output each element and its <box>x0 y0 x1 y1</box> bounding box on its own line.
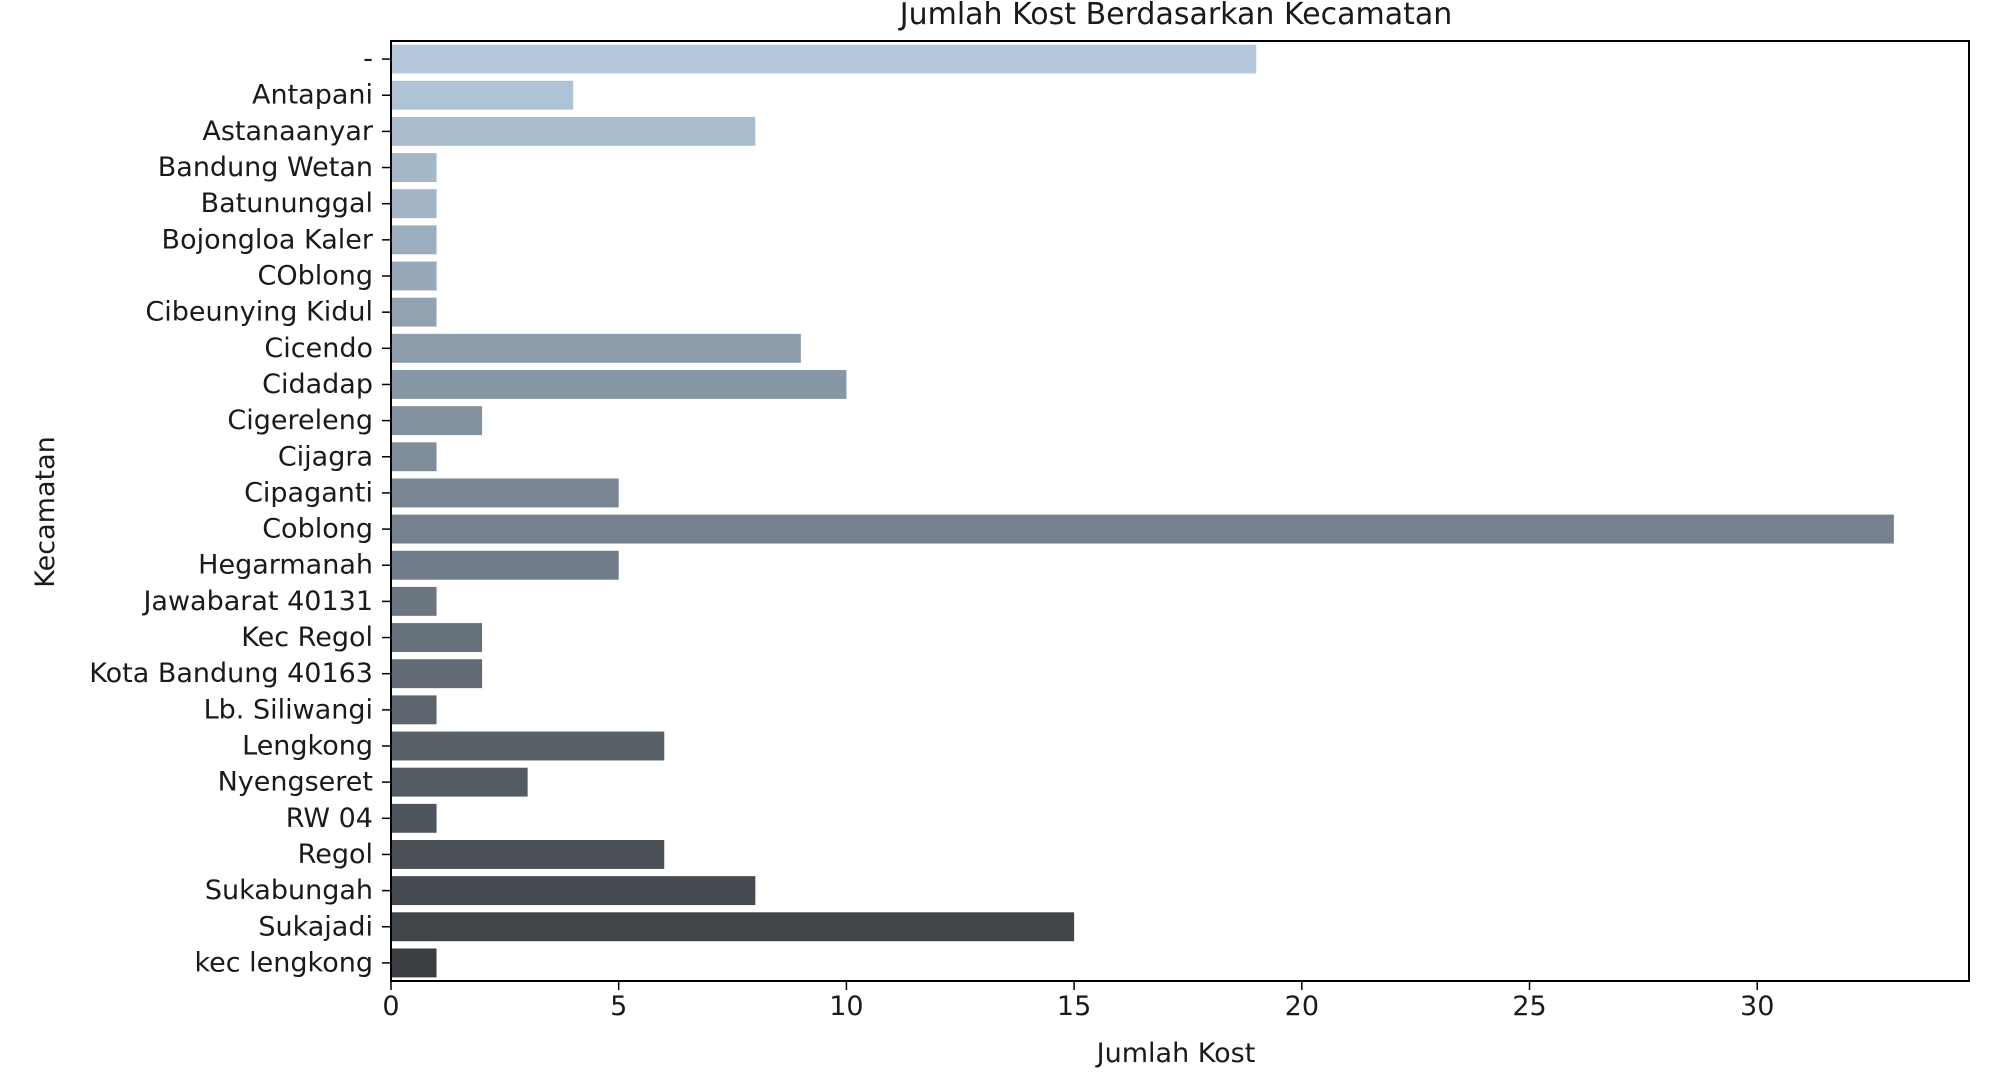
y-tick-label: Batununggal <box>201 188 373 219</box>
bar <box>391 586 437 616</box>
chart-title: Jumlah Kost Berdasarkan Kecamatan <box>898 0 1453 32</box>
y-tick-label: Nyengseret <box>218 767 373 798</box>
x-tick-label: 30 <box>1740 991 1774 1022</box>
y-tick-label: Bandung Wetan <box>158 152 373 183</box>
x-tick-label: 10 <box>829 991 863 1022</box>
bar <box>391 80 574 110</box>
bar <box>391 695 437 725</box>
x-tick-label: 20 <box>1285 991 1319 1022</box>
x-tick-label: 15 <box>1057 991 1091 1022</box>
y-tick-label: Hegarmanah <box>198 550 373 581</box>
y-tick-label: Kota Bandung 40163 <box>89 658 373 689</box>
bar <box>391 948 437 978</box>
y-tick-label: Cidadap <box>262 369 373 400</box>
y-tick-label: Sukabungah <box>205 875 373 906</box>
y-tick-label: Cibeunying Kidul <box>145 297 373 328</box>
bar <box>391 803 437 833</box>
y-tick-label: kec lengkong <box>194 947 373 978</box>
y-tick-label: Bojongloa Kaler <box>162 224 374 255</box>
bar <box>391 478 619 508</box>
bar <box>391 116 756 146</box>
ticks-layer: - Antapani Astanaanyar Bandung Wetan Batunun… <box>89 44 1774 1022</box>
bar <box>391 731 665 761</box>
y-tick-label: Sukajadi <box>258 911 373 942</box>
y-tick-label: Antapani <box>252 80 373 111</box>
y-tick-label: Lengkong <box>242 731 373 762</box>
bar <box>391 225 437 255</box>
bar <box>391 189 437 219</box>
bar <box>391 44 1257 74</box>
y-tick-label: Coblong <box>262 514 373 545</box>
y-axis-label: Kecamatan <box>30 436 61 587</box>
y-tick-label: RW 04 <box>286 803 373 834</box>
bars-layer <box>391 44 1894 978</box>
bar <box>391 659 483 689</box>
y-tick-label: Jawabarat 40131 <box>141 586 373 617</box>
y-tick-label: Cijagra <box>278 441 373 472</box>
x-tick-label: 0 <box>382 991 399 1022</box>
x-axis-label: Jumlah Kost <box>1095 1038 1256 1069</box>
bar <box>391 767 528 797</box>
plot-frame <box>390 40 1970 982</box>
bar <box>391 876 756 906</box>
bar <box>391 623 483 652</box>
bar <box>391 514 1894 544</box>
y-tick-label: Regol <box>298 839 373 870</box>
bar <box>391 912 1075 942</box>
bar <box>391 370 847 399</box>
x-tick-label: 5 <box>610 991 627 1022</box>
bar <box>391 333 801 363</box>
y-tick-label: - <box>363 44 373 75</box>
bar <box>391 406 483 436</box>
bar <box>391 153 437 182</box>
y-tick-label: Astanaanyar <box>202 116 374 147</box>
bar <box>391 442 437 472</box>
y-tick-label: Cipaganti <box>244 477 373 508</box>
y-tick-label: COblong <box>257 261 373 292</box>
bar <box>391 550 619 580</box>
y-tick-label: Cigereleng <box>227 405 373 436</box>
y-tick-label: Cicendo <box>264 333 373 364</box>
y-tick-label: Kec Regol <box>241 622 373 653</box>
y-tick-label: Lb. Siliwangi <box>204 694 373 725</box>
x-tick-label: 25 <box>1512 991 1546 1022</box>
bar <box>391 840 665 869</box>
bar <box>391 261 437 291</box>
bar <box>391 297 437 327</box>
